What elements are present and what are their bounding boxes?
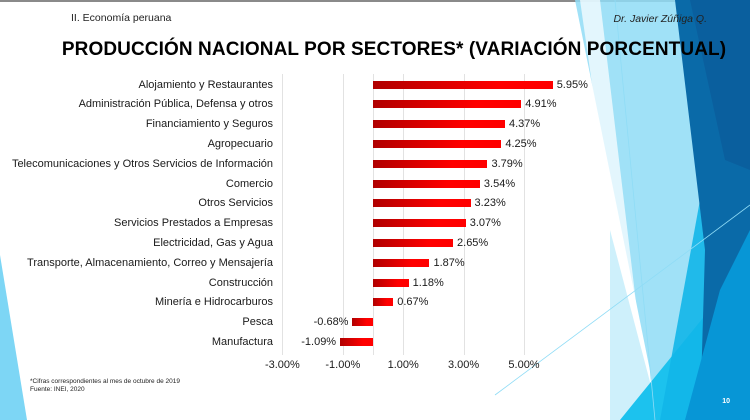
category-label: Financiamiento y Seguros — [145, 118, 273, 131]
x-tick-label: 5.00% — [508, 359, 540, 371]
chart-title: PRODUCCIÓN NACIONAL POR SECTORES* (VARIA… — [0, 39, 750, 61]
deco-left-triangle — [0, 255, 27, 420]
deco-dark-top — [690, 0, 750, 170]
data-label: 3.23% — [474, 197, 506, 210]
zero-axis-line — [373, 74, 374, 355]
deco-thin-line-2 — [614, 0, 656, 420]
category-label: Minería e Hidrocarburos — [155, 296, 273, 309]
x-tick-label: -3.00% — [264, 359, 300, 371]
gridline — [343, 74, 344, 355]
data-label: 4.91% — [525, 98, 557, 111]
slide-top-border — [0, 0, 750, 2]
data-label: 4.37% — [508, 118, 541, 131]
page-number: 10 — [722, 398, 730, 405]
deco-white-sliver — [580, 0, 650, 420]
data-label: 1.18% — [412, 276, 444, 289]
data-label: 3.79% — [491, 157, 523, 170]
x-tick-label: 1.00% — [387, 359, 419, 371]
footnote-note: *Cifras correspondientes al mes de octub… — [30, 378, 180, 385]
bar — [352, 318, 373, 327]
bar — [373, 219, 466, 228]
data-label: 3.07% — [469, 217, 501, 230]
bar — [373, 278, 409, 287]
data-label: 4.25% — [505, 137, 537, 150]
bar — [373, 199, 471, 208]
gridline — [524, 74, 525, 355]
footnote: *Cifras correspondientes al mes de octub… — [30, 378, 180, 394]
data-label: -0.68% — [313, 316, 349, 329]
deco-pale-wedge — [610, 230, 660, 420]
category-label: Administración Pública, Defensa y otros — [78, 98, 273, 111]
category-label: Transporte, Almacenamiento, Correo y Men… — [27, 256, 273, 269]
gridline — [403, 74, 404, 355]
data-label: 0.67% — [397, 296, 429, 309]
deco-blue-bottom — [685, 230, 750, 420]
bar — [373, 179, 480, 188]
category-label: Alojamiento y Restaurantes — [138, 78, 273, 91]
bar — [373, 298, 394, 307]
x-tick-label: -1.00% — [325, 359, 361, 371]
category-label: Otros Servicios — [198, 197, 273, 210]
category-label: Servicios Prestados a Empresas — [114, 217, 273, 230]
category-label: Electricidad, Gas y Agua — [153, 236, 273, 249]
data-label: 3.54% — [483, 177, 516, 190]
bar — [373, 238, 454, 247]
data-label: 5.95% — [556, 78, 588, 91]
gridline — [464, 74, 465, 355]
x-tick-label: 3.00% — [447, 359, 480, 371]
bar — [373, 100, 522, 109]
section-label: II. Economía peruana — [71, 12, 172, 24]
bar — [373, 139, 502, 148]
data-label: 1.87% — [433, 256, 465, 269]
bar — [373, 159, 488, 168]
data-label: 2.65% — [457, 236, 489, 249]
category-label: Manufactura — [211, 335, 273, 348]
category-label: Comercio — [225, 177, 273, 190]
category-label: Construcción — [208, 276, 273, 289]
bar — [373, 258, 430, 267]
bar — [373, 120, 505, 129]
gridline — [282, 74, 283, 355]
bar — [373, 80, 553, 89]
bar — [340, 337, 373, 346]
author-name: Dr. Javier Zúñiga Q. — [613, 13, 707, 25]
data-label: -1.09% — [301, 335, 337, 348]
deco-thin-line-1 — [494, 204, 750, 396]
category-label: Pesca — [242, 316, 273, 329]
category-label: Telecomunicaciones y Otros Servicios de … — [11, 157, 273, 170]
category-label: Agropecuario — [207, 137, 273, 150]
chart-title-text: PRODUCCIÓN NACIONAL POR SECTORES* (VARIA… — [61, 39, 727, 60]
footnote-source: Fuente: INEI, 2020 — [30, 386, 85, 393]
